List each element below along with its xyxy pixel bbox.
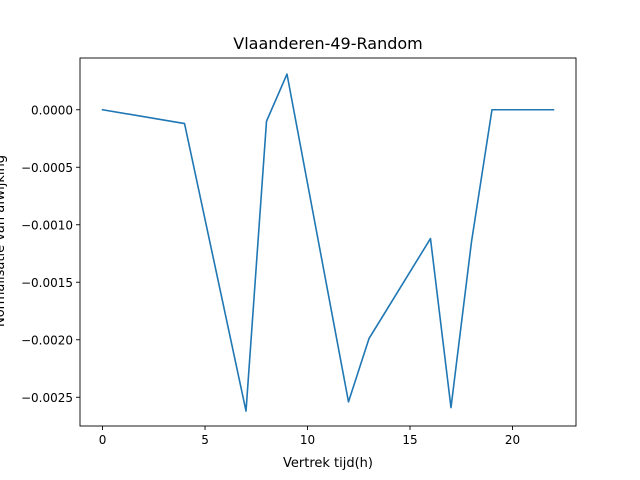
plot-area: 0 5 10 15 20 0.0000 −0.0005 −0.0010 −0.0015 −0.00…: [21, 57, 577, 447]
x-tick-label: 20: [505, 433, 520, 447]
axes-frame: [79, 57, 577, 427]
x-tick-label: 15: [402, 433, 417, 447]
x-axis-label: Vertrek tijd(h): [283, 456, 373, 471]
series-line-0: [101, 73, 555, 412]
y-tick-label: −0.0020: [21, 333, 73, 347]
y-tick-label: −0.0025: [21, 391, 73, 405]
x-tick-label: 10: [300, 433, 315, 447]
y-axis-label: Normalisatie van afwijking: [0, 155, 8, 327]
x-tick-label: 0: [99, 433, 107, 447]
y-tick-label: −0.0005: [21, 161, 73, 175]
y-tick-label: −0.0015: [21, 276, 73, 290]
y-tick-label: 0.0000: [31, 103, 73, 117]
y-tick-label: −0.0010: [21, 218, 73, 232]
chart-title: Vlaanderen-49-Random: [233, 34, 423, 53]
x-tick-label: 5: [201, 433, 209, 447]
